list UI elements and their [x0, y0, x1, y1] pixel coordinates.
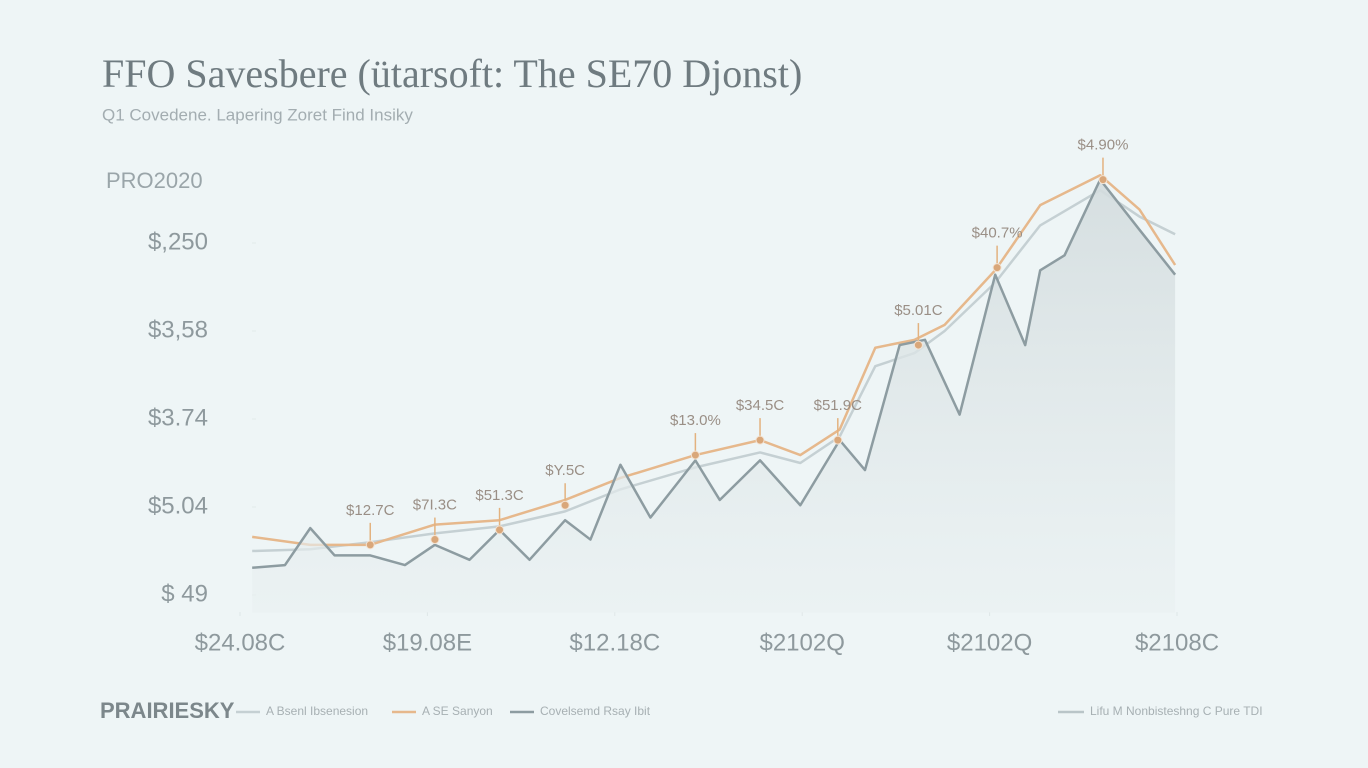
- legend-label: Covelsemd Rsay Ibit: [540, 704, 651, 718]
- y-tick-label: $3.74: [148, 404, 208, 431]
- y-tick-label: $5.04: [148, 492, 208, 519]
- annotation-label: $4.90%: [1078, 137, 1129, 154]
- plot-area: $ 49 $5.04 $3.74 $3,58 $,250 $24.08C $19.08E $1…: [148, 137, 1219, 657]
- annotation-label: $13.0%: [670, 412, 721, 429]
- x-tick-label: $2108C: [1135, 629, 1219, 656]
- annotation-label: $34.5C: [736, 397, 785, 414]
- annotation-marker: [833, 435, 843, 445]
- annotation-marker: [560, 500, 570, 510]
- series-line: [252, 178, 1177, 569]
- x-tick-label: $2102Q: [759, 629, 844, 656]
- x-tick-label: $19.08E: [383, 629, 472, 656]
- annotation-marker: [430, 535, 440, 545]
- annotation-label: $51.9C: [814, 397, 863, 414]
- annotation-marker: [690, 450, 700, 460]
- brand: PRAIRIESKY: [100, 698, 235, 723]
- chart-title: FFO Savesbere (ütarsoft: The SE70 Djonst…: [102, 51, 802, 96]
- annotation-marker: [1098, 175, 1108, 185]
- series-area: [252, 179, 1176, 613]
- annotation-label: $51.3C: [475, 487, 524, 504]
- legend-label: A SE Sanyon: [422, 704, 493, 718]
- x-tick-label: $2102Q: [947, 629, 1032, 656]
- y-tick-label: $ 49: [161, 580, 208, 607]
- y-axis-label: PRO2020: [106, 168, 203, 193]
- chart-subtitle: Q1 Covedene. Lapering Zoret Find Insiky: [102, 105, 413, 124]
- y-tick-label: $,250: [148, 228, 208, 255]
- x-tick-label: $24.08C: [195, 629, 286, 656]
- legend-label: A Bsenl Ibsenesion: [266, 704, 368, 718]
- annotation-marker: [755, 435, 765, 445]
- annotation-label: $Y.5C: [545, 462, 585, 479]
- annotation-label: $7I.3C: [413, 497, 457, 514]
- annotation-marker: [365, 540, 375, 550]
- annotation-marker: [495, 525, 505, 535]
- annotation-marker: [992, 263, 1002, 273]
- annotation-label: $5.01C: [894, 302, 943, 319]
- legend-label: Lifu M Nonbisteshng C Pure TDI: [1090, 704, 1263, 718]
- annotation-marker: [913, 340, 923, 350]
- annotation-label: $40.7%: [972, 225, 1023, 242]
- x-tick-label: $12.18C: [569, 629, 660, 656]
- y-tick-label: $3,58: [148, 316, 208, 343]
- annotation-label: $12.7C: [346, 502, 395, 519]
